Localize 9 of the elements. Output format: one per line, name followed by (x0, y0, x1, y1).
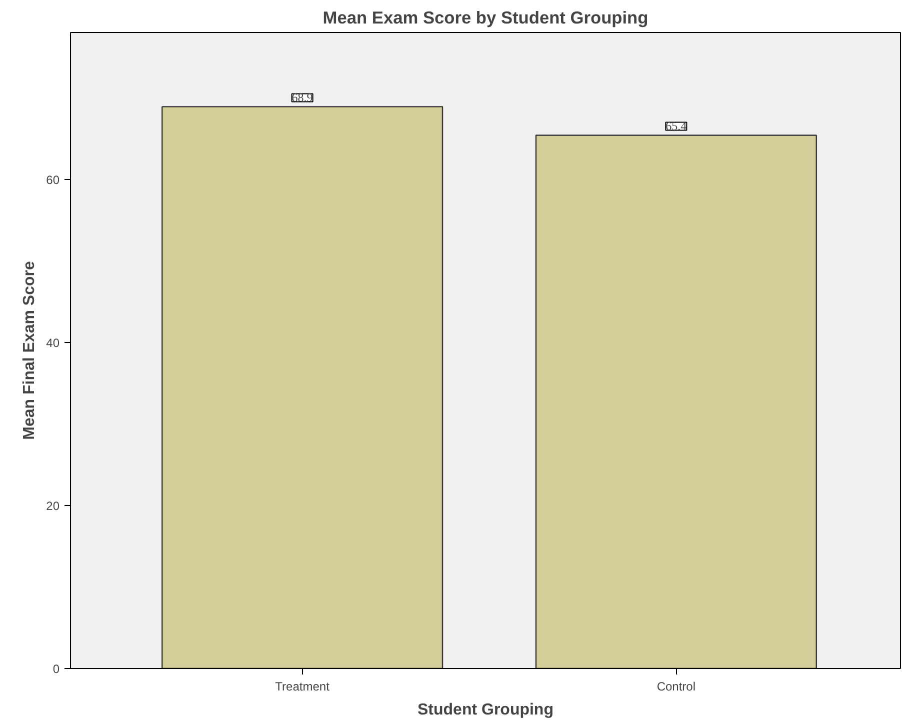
y-axis-title: Mean Final Exam Score (21, 261, 38, 440)
x-axis-title: Student Grouping (418, 702, 554, 718)
chart-title: Mean Exam Score by Student Grouping (322, 8, 648, 28)
y-tick-label: 0 (52, 662, 60, 676)
x-tick-label: Treatment (275, 680, 330, 694)
y-tick-label: 40 (46, 336, 60, 350)
y-tick-label: 60 (46, 172, 60, 187)
y-tick-label: 20 (46, 498, 60, 513)
x-tick-label: Control (656, 680, 696, 694)
